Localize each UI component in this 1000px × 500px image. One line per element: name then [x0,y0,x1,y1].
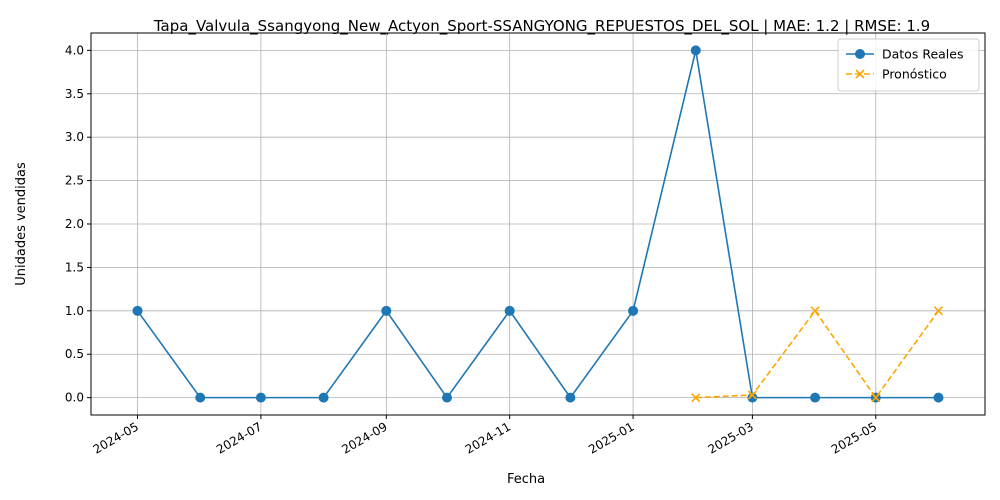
legend-marker [855,69,865,79]
series-line [136,50,939,400]
data-point [810,306,820,316]
data-point [255,392,266,403]
legend-label: Datos Reales [882,47,963,62]
y-tick-label: 2.0 [65,217,84,231]
series-layer [132,45,944,403]
data-point [933,392,944,403]
y-tick-label: 3.0 [65,130,84,144]
chart-title: Tapa_Valvula_Ssangyong_New_Actyon_Sport-… [153,17,930,36]
legend-marker [855,49,865,59]
legend-label: Pronóstico [882,67,947,82]
data-point [871,393,881,403]
data-point [441,392,452,403]
y-tick-label: 0.5 [65,347,84,361]
legend-box [837,38,980,92]
data-point [504,305,515,316]
y-tick-label: 0.0 [65,391,84,405]
y-tick-label: 2.5 [65,174,84,188]
series-line [695,309,940,400]
y-tick-label: 1.5 [65,260,84,274]
y-axis-label: Unidades vendidas [14,162,29,286]
data-point [318,392,329,403]
data-point [690,45,701,56]
data-point [381,305,392,316]
legend: Datos Reales Pronóstico [837,38,980,92]
data-point [628,305,639,316]
series-1 [691,306,944,403]
data-point [565,392,576,403]
data-point [810,392,821,403]
data-point [747,390,757,400]
y-tick-label: 3.5 [65,87,84,101]
data-point [691,393,701,403]
y-axis: 0.0 0.5 1.0 1.5 2.0 2.5 3.0 3.5 4.0 [65,43,91,405]
y-tick-label: 1.0 [65,304,84,318]
y-tick-label: 4.0 [65,43,84,57]
data-point [195,392,206,403]
x-axis-label: Fecha [507,472,545,487]
data-point [933,306,944,316]
series-0 [132,45,944,403]
data-point [132,305,143,316]
